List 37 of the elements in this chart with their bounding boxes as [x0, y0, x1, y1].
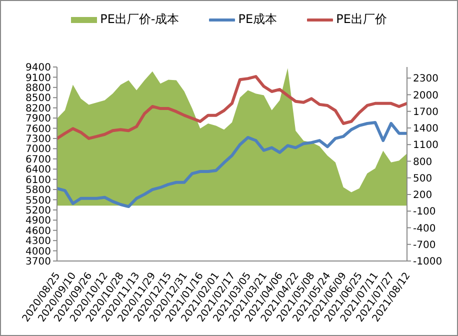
y2-tick-label: 800	[413, 156, 432, 168]
legend-label: PE出厂价-成本	[100, 11, 180, 28]
y2-tick-label: -1000	[413, 256, 442, 268]
y2-tick-label: -100	[413, 206, 436, 218]
y2-tick-label: 2000	[413, 90, 438, 102]
y-tick-label: 6100	[26, 174, 51, 186]
y-tick-label: 7000	[26, 144, 51, 156]
y-tick-label: 3700	[26, 256, 51, 268]
y-tick-label: 7600	[26, 124, 51, 135]
y-tick-label: 6700	[26, 154, 51, 166]
y-tick-label: 7900	[26, 114, 51, 125]
y2-tick-label: 200	[413, 190, 432, 202]
y-tick-label: 4600	[26, 226, 51, 237]
y-tick-label: 4300	[26, 236, 51, 248]
y-tick-label: 8500	[26, 93, 51, 104]
y2-tick-label: -700	[413, 240, 436, 251]
y2-tick-label: 2300	[413, 74, 438, 85]
line-series	[57, 75, 407, 140]
y-tick-label: 8800	[26, 82, 51, 94]
y2-tick-label: -400	[413, 223, 436, 234]
y2-tick-label: 1400	[413, 124, 438, 135]
y2-tick-label: 1700	[413, 106, 438, 118]
line-series	[57, 120, 407, 208]
legend-label: PE出厂价	[336, 11, 387, 28]
y-tick-label: 7300	[26, 134, 51, 146]
y-tick-label: 5200	[26, 205, 51, 216]
y2-tick-label: 500	[413, 173, 432, 184]
y-tick-label: 4900	[26, 216, 51, 227]
y-tick-label: 6400	[26, 164, 51, 176]
legend-label: PE成本	[238, 11, 278, 28]
y-tick-label: 8200	[26, 103, 51, 114]
y2-tick-label: 1100	[413, 140, 438, 152]
y-tick-label: 9100	[26, 72, 51, 84]
y-tick-label: 5500	[26, 195, 51, 206]
y-tick-label: 4000	[26, 246, 51, 258]
y-tick-label: 9400	[26, 62, 51, 74]
y-tick-label: 5800	[26, 185, 51, 196]
